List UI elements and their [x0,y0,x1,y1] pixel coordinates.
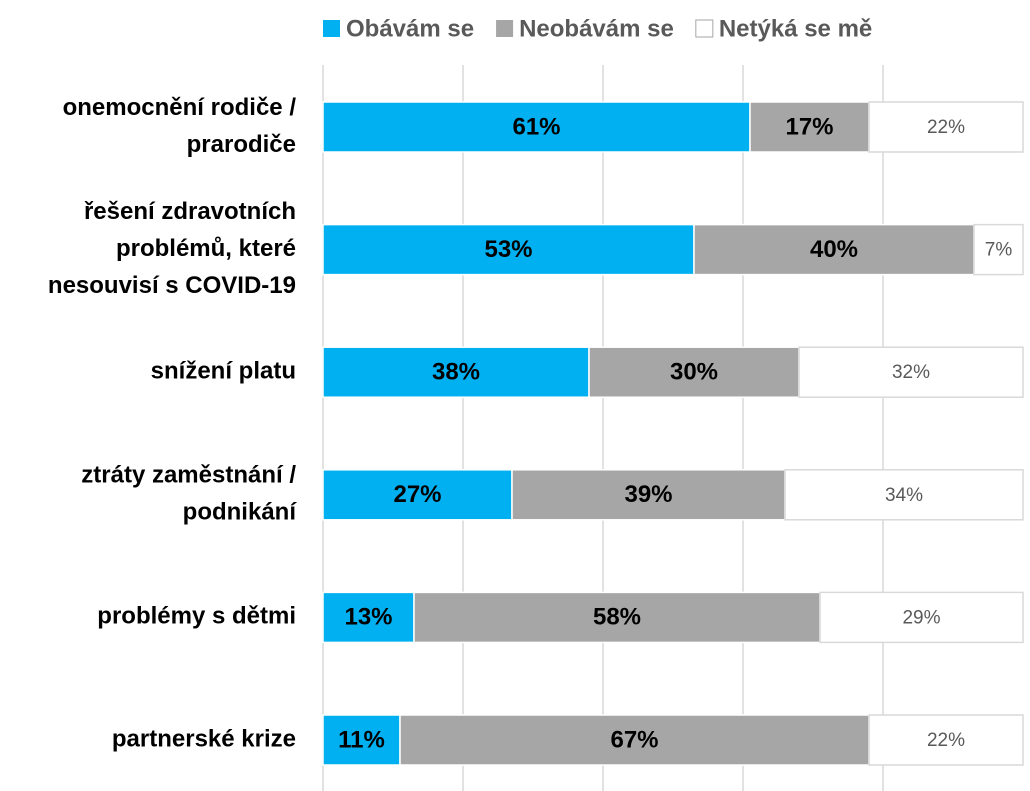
bar-segment [973,223,1024,276]
legend-label: Obávám se [346,15,474,42]
bar-segment [322,591,415,644]
value-label: 7% [985,240,1013,261]
value-label: 38% [432,359,480,386]
category-label: problémy s dětmi [97,603,296,630]
bar-segment [693,223,975,276]
category-label: partnerské krize [112,725,296,752]
value-label: 22% [927,730,965,751]
bar-segment [749,101,870,153]
bar-segment [399,714,870,766]
bar-segment [511,469,786,521]
value-label: 61% [512,113,560,140]
bar-segment [322,714,401,766]
value-label: 29% [902,607,940,628]
category-label: nesouvisí s COVID-19 [48,272,296,299]
bar-segment [868,101,1024,153]
legend-swatch [695,19,714,38]
bar-segment [784,469,1024,521]
value-label: 17% [785,113,833,140]
legend-swatch [323,20,340,37]
value-label: 30% [670,359,718,386]
value-label: 40% [810,236,858,263]
value-label: 39% [624,481,672,508]
category-label: podnikání [183,499,298,526]
legend-swatch [496,20,514,37]
value-label: 34% [885,485,923,506]
category-label: ztráty zaměstnání / [81,462,296,489]
legend-label: Netýká se mě [719,15,872,42]
value-label: 67% [610,726,658,753]
bar-segment [322,101,751,153]
bar-segment [322,346,590,398]
category-label: onemocnění rodiče / [63,94,297,121]
value-label: 53% [484,236,532,263]
category-label: řešení zdravotních [84,198,296,225]
value-label: 27% [393,481,441,508]
value-label: 13% [344,604,392,631]
category-label: prarodiče [187,131,296,158]
legend-label: Neobávám se [519,15,674,42]
value-label: 58% [593,604,641,631]
value-label: 32% [892,362,930,383]
bar-segment [798,346,1024,398]
value-label: 22% [927,117,965,138]
bar-segment [819,591,1024,644]
category-label: problémů, které [116,235,296,262]
category-label: snížení platu [151,358,296,385]
bar-segment [868,714,1024,766]
value-label: 11% [338,726,385,753]
